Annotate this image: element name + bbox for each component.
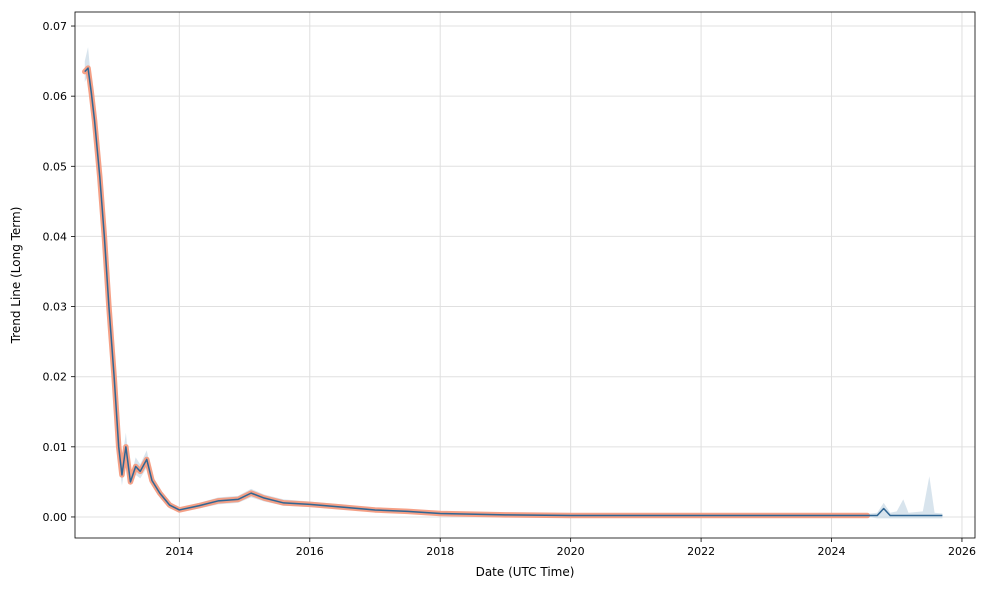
- x-tick-label: 2022: [687, 545, 715, 558]
- trend-line-chart: 2014 2016 2018 2020 2022 2024 2026 0.00 0.01 0.02…: [0, 0, 989, 589]
- y-tick-label: 0.07: [43, 20, 68, 33]
- y-tick-label: 0.06: [43, 90, 68, 103]
- y-tick-label: 0.05: [43, 160, 68, 173]
- x-tick-label: 2014: [165, 545, 193, 558]
- x-tick-label: 2026: [948, 545, 976, 558]
- x-tick-label: 2024: [818, 545, 846, 558]
- x-tick-label: 2020: [557, 545, 585, 558]
- y-tick-label: 0.01: [43, 441, 68, 454]
- x-tick-label: 2018: [426, 545, 454, 558]
- x-tick-label: 2016: [296, 545, 324, 558]
- y-axis-label: Trend Line (Long Term): [9, 207, 23, 345]
- y-tick-label: 0.00: [43, 511, 68, 524]
- y-tick-label: 0.03: [43, 301, 68, 314]
- x-axis-label: Date (UTC Time): [476, 565, 575, 579]
- y-tick-label: 0.02: [43, 371, 68, 384]
- y-tick-label: 0.04: [43, 230, 68, 243]
- chart-svg: 2014 2016 2018 2020 2022 2024 2026 0.00 0.01 0.02…: [0, 0, 989, 589]
